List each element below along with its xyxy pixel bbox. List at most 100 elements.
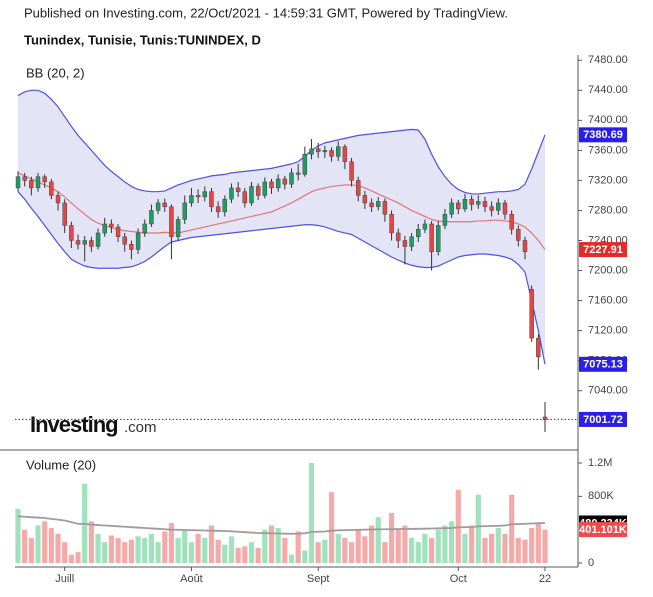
volume-bar	[489, 533, 495, 563]
candle-body	[509, 214, 514, 230]
candle-body	[422, 223, 428, 230]
volume-y-tick-label: 800K	[588, 490, 614, 502]
volume-bar	[415, 542, 421, 563]
volume-bar	[162, 531, 168, 563]
candle-body	[449, 202, 454, 215]
candle-body	[122, 236, 127, 245]
volume-bar	[408, 538, 415, 563]
volume-bar	[475, 494, 481, 563]
volume-bar	[522, 539, 528, 563]
candle-body	[262, 181, 268, 196]
candle-body	[129, 244, 134, 250]
candle-body	[189, 195, 194, 204]
x-tick-label: Août	[180, 573, 203, 585]
candle-body	[235, 187, 241, 192]
volume-bar	[168, 523, 175, 563]
candle-body	[429, 223, 434, 252]
volume-bar	[48, 528, 54, 563]
candle-body	[35, 176, 41, 189]
volume-bar	[88, 521, 94, 563]
volume-bar	[248, 542, 255, 563]
volume-bar	[242, 546, 248, 563]
volume-y-tick-label: 1.2M	[588, 457, 612, 469]
candle-body	[109, 223, 114, 228]
candle-body	[209, 191, 214, 207]
volume-bar	[315, 542, 321, 563]
volume-bar	[228, 536, 235, 563]
volume-value-label-box	[579, 522, 627, 538]
volume-bar	[288, 554, 295, 563]
candle-body	[162, 202, 167, 207]
candle-body	[242, 191, 248, 204]
candle-body	[255, 186, 261, 196]
candle-body	[22, 176, 27, 181]
source-note: Published on Investing.com, 22/Oct/2021 …	[24, 5, 508, 20]
y-tick-label: 7440.00	[588, 84, 628, 96]
volume-bar	[355, 529, 361, 563]
candle-body	[169, 206, 174, 237]
volume-bar	[335, 533, 341, 563]
volume-bar	[148, 533, 155, 563]
volume-bar	[368, 525, 375, 563]
candle-body	[215, 206, 221, 213]
candle-body	[49, 181, 54, 196]
candle-body	[135, 232, 141, 250]
volume-bar	[15, 508, 21, 563]
candle-body	[402, 240, 408, 247]
candle-body	[89, 240, 94, 247]
volume-bar	[235, 548, 241, 563]
candle-body	[342, 146, 348, 162]
volume-bar	[188, 542, 195, 563]
candle-body	[502, 202, 508, 215]
chart-title: Tunindex, Tunisie, Tunis:TUNINDEX, D	[24, 32, 261, 47]
volume-bar	[222, 544, 228, 563]
candle-body	[155, 202, 161, 211]
candle-body	[489, 206, 494, 211]
x-tick-label: Oct	[450, 573, 467, 585]
volume-bar	[469, 525, 475, 563]
volume-bar	[268, 525, 275, 563]
volume-bar	[402, 525, 408, 563]
candle-body	[389, 214, 394, 234]
candle-body	[229, 187, 234, 200]
y-tick-label: 7120.00	[588, 325, 628, 337]
candle-body	[69, 225, 74, 241]
volume-bar	[495, 528, 501, 563]
candle-body	[115, 226, 121, 237]
volume-bar	[362, 536, 368, 563]
candle-body	[349, 161, 354, 181]
volume-bar	[435, 529, 441, 563]
volume-bar	[155, 542, 161, 563]
candle-body	[289, 172, 294, 185]
candle-body	[75, 240, 81, 245]
volume-bar	[175, 538, 181, 563]
volume-plot	[15, 463, 548, 563]
volume-bar	[342, 538, 348, 563]
candle-body	[396, 232, 401, 241]
band-value-label: 7380.69	[583, 129, 623, 141]
band-value-label: 7227.91	[583, 244, 623, 256]
candle-body	[42, 176, 47, 183]
candle-body	[362, 195, 368, 204]
candle-body	[55, 195, 61, 204]
volume-bar	[115, 538, 121, 563]
candle-body	[269, 181, 274, 189]
candle-body	[469, 198, 474, 205]
x-tick-label: Juill	[55, 573, 74, 585]
volume-bar	[422, 533, 428, 563]
volume-bar	[375, 517, 381, 563]
logo-suffix: .com	[124, 419, 157, 436]
volume-bar	[42, 521, 48, 563]
band-value-label-box	[579, 356, 627, 372]
volume-bar	[28, 538, 34, 563]
volume-bar	[302, 550, 308, 563]
volume-y-tick-label: 0	[588, 557, 594, 569]
volume-bar	[462, 533, 468, 563]
volume-label: Volume (20)	[26, 457, 96, 472]
candle-body	[476, 201, 481, 205]
y-tick-label: 7040.00	[588, 385, 628, 397]
candle-body	[175, 219, 181, 237]
volume-bar	[442, 525, 448, 563]
